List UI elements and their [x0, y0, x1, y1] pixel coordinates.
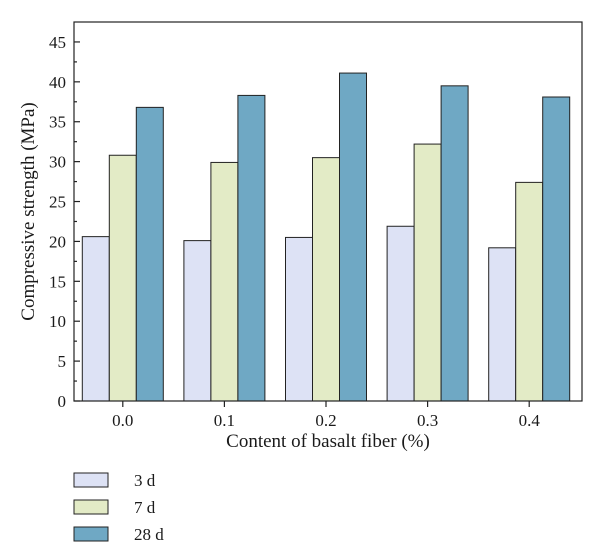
x-tick-label: 0.2: [315, 411, 336, 430]
bar-3d-0.1: [183, 240, 212, 402]
y-tick-label: 5: [58, 352, 67, 371]
y-tick-label: 35: [49, 113, 66, 132]
bar-28d-0.4: [542, 96, 571, 402]
y-tick-label: 10: [49, 312, 66, 331]
y-tick-label: 20: [49, 232, 66, 251]
x-axis-ticks: 0.0 0.1 0.2 0.3 0.4: [112, 401, 540, 430]
legend-swatch: [73, 526, 109, 542]
bar-3d-0.3: [386, 225, 415, 402]
legend: 3 d 7 d 28 d: [73, 471, 164, 544]
legend-label: 7 d: [134, 498, 156, 517]
x-tick-label: 0.0: [112, 411, 133, 430]
legend-label: 3 d: [134, 471, 156, 490]
bar-28d-0.0: [135, 106, 164, 402]
y-tick-label: 25: [49, 193, 66, 212]
bar-3d-0.2: [285, 236, 313, 402]
bar-7d-0.3: [413, 143, 442, 402]
x-tick-label: 0.3: [417, 411, 438, 430]
bar-7d-0.0: [108, 154, 137, 402]
y-axis-title: Compressive strength (MPa): [18, 102, 39, 320]
y-tick-label: 0: [58, 392, 67, 411]
y-tick-label: 45: [49, 33, 66, 52]
y-axis-ticks: 0 5 10 15 20 25 30 35 40 45: [49, 33, 80, 411]
bar-28d-0.1: [237, 94, 266, 402]
legend-swatch: [73, 472, 109, 488]
bar-7d-0.1: [210, 161, 239, 402]
y-tick-label: 40: [49, 73, 66, 92]
bar-7d-0.4: [515, 181, 544, 402]
x-axis-title: Content of basalt fiber (%): [226, 431, 430, 452]
legend-label: 28 d: [134, 525, 164, 544]
x-tick-label: 0.1: [214, 411, 235, 430]
plot-frame: [73, 21, 583, 402]
bar-28d-0.3: [440, 85, 469, 402]
bar-3d-0.4: [488, 247, 517, 402]
bar-7d-0.2: [312, 157, 340, 402]
y-tick-label: 30: [49, 153, 66, 172]
bar-series-group: [81, 72, 571, 402]
bar-28d-0.2: [339, 72, 367, 402]
legend-swatch: [73, 499, 109, 515]
y-tick-label: 15: [49, 272, 66, 291]
bar-3d-0.0: [81, 236, 110, 402]
x-tick-label: 0.4: [519, 411, 541, 430]
